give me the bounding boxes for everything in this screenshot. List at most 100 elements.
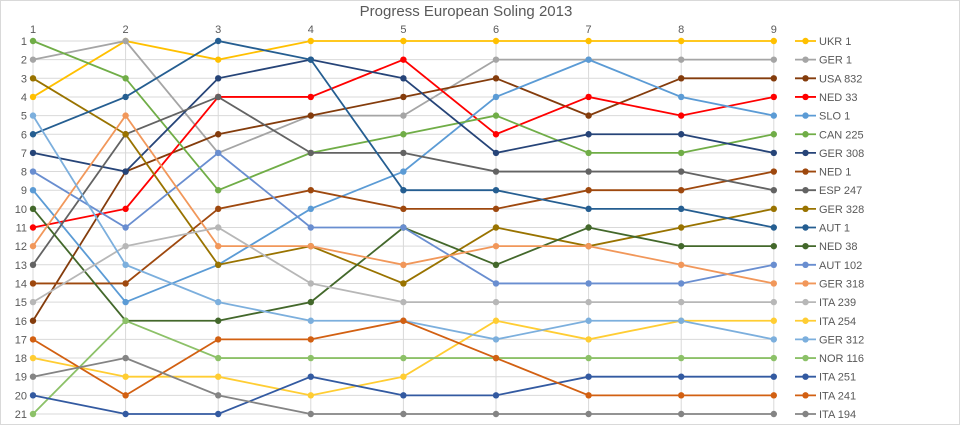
data-point	[215, 224, 222, 231]
data-point	[400, 224, 407, 231]
x-tick-label: 8	[678, 24, 684, 36]
legend-marker	[802, 75, 809, 82]
data-point	[492, 187, 500, 194]
data-point	[770, 75, 777, 82]
series-aut-1	[29, 37, 777, 231]
data-point	[29, 187, 37, 194]
data-point	[215, 242, 222, 250]
data-point	[770, 298, 777, 306]
series-aut-102	[29, 149, 777, 287]
data-point	[770, 149, 777, 157]
data-point	[122, 75, 129, 82]
data-point	[585, 205, 592, 213]
legend-item: ITA 241	[795, 390, 856, 402]
data-point	[122, 392, 129, 399]
y-tick-label: 14	[15, 278, 27, 290]
legend-marker	[802, 56, 809, 63]
data-point	[29, 131, 37, 138]
data-point	[307, 410, 314, 418]
legend-item: SLO 1	[795, 111, 850, 123]
data-point	[215, 317, 222, 324]
data-point	[492, 224, 500, 231]
data-point	[122, 298, 129, 306]
legend-item: GER 328	[795, 204, 864, 216]
data-point	[492, 112, 500, 119]
legend-item: GER 312	[795, 334, 864, 346]
series-ita-194	[29, 354, 777, 418]
data-point	[678, 298, 685, 306]
legend-label: CAN 225	[819, 129, 864, 141]
data-point	[585, 298, 592, 306]
legend-item: ITA 254	[795, 316, 856, 328]
data-point	[400, 56, 407, 63]
legend-item: AUT 1	[795, 223, 850, 235]
legend-label: ITA 241	[819, 390, 856, 402]
legend-item: ITA 194	[795, 409, 856, 421]
data-point	[770, 224, 777, 231]
legend-label: NED 38	[819, 241, 858, 253]
data-point	[400, 410, 407, 418]
data-point	[400, 261, 407, 268]
legend-marker	[802, 373, 809, 380]
data-point	[492, 261, 500, 268]
data-point	[215, 149, 222, 157]
data-point	[585, 354, 592, 362]
legend-label: SLO 1	[819, 111, 850, 123]
data-point	[29, 354, 37, 362]
legend-item: NED 1	[795, 167, 851, 179]
data-point	[122, 261, 129, 268]
series-slo-1	[29, 56, 777, 306]
data-point	[770, 336, 777, 343]
data-point	[492, 205, 500, 213]
data-point	[585, 168, 592, 175]
data-point	[678, 75, 685, 82]
data-point	[770, 317, 777, 324]
data-point	[492, 75, 500, 82]
series-lines	[29, 37, 777, 418]
legend-item: NOR 116	[795, 353, 864, 365]
legend-item: AUT 102	[795, 260, 862, 272]
data-point	[770, 410, 777, 418]
legend-label: ITA 239	[819, 297, 856, 309]
data-point	[678, 392, 685, 399]
data-point	[492, 149, 500, 157]
data-point	[400, 392, 407, 399]
legend-label: AUT 1	[819, 223, 850, 235]
data-point	[29, 336, 37, 343]
data-point	[122, 112, 129, 119]
legend-item: GER 308	[795, 148, 864, 160]
series-ita-251	[29, 373, 777, 418]
data-point	[29, 298, 37, 306]
legend-label: AUT 102	[819, 260, 862, 272]
data-point	[585, 280, 592, 287]
legend-item: CAN 225	[795, 129, 864, 141]
data-point	[678, 37, 685, 45]
data-point	[29, 392, 37, 399]
data-point	[122, 224, 129, 231]
legend-item: ESP 247	[795, 185, 862, 197]
legend-item: USA 832	[795, 73, 862, 85]
data-point	[400, 37, 407, 45]
legend-label: NOR 116	[819, 353, 864, 365]
data-point	[122, 93, 129, 101]
data-point	[307, 280, 314, 287]
data-point	[215, 336, 222, 343]
data-point	[492, 392, 500, 399]
legend-item: GER 318	[795, 278, 864, 290]
data-point	[678, 410, 685, 418]
data-point	[585, 56, 592, 63]
data-point	[678, 149, 685, 157]
data-point	[585, 224, 592, 231]
data-point	[400, 317, 407, 324]
legend: UKR 1 GER 1 USA 832 NED 33 SLO 1 CAN 225 GER 3…	[795, 36, 864, 421]
data-point	[770, 93, 777, 101]
data-point	[215, 187, 222, 194]
y-tick-label: 17	[15, 334, 27, 346]
data-point	[585, 336, 592, 343]
data-point	[678, 112, 685, 119]
data-point	[400, 298, 407, 306]
x-tick-label: 2	[123, 24, 129, 36]
data-point	[492, 354, 500, 362]
data-point	[307, 149, 314, 157]
data-point	[29, 112, 37, 119]
